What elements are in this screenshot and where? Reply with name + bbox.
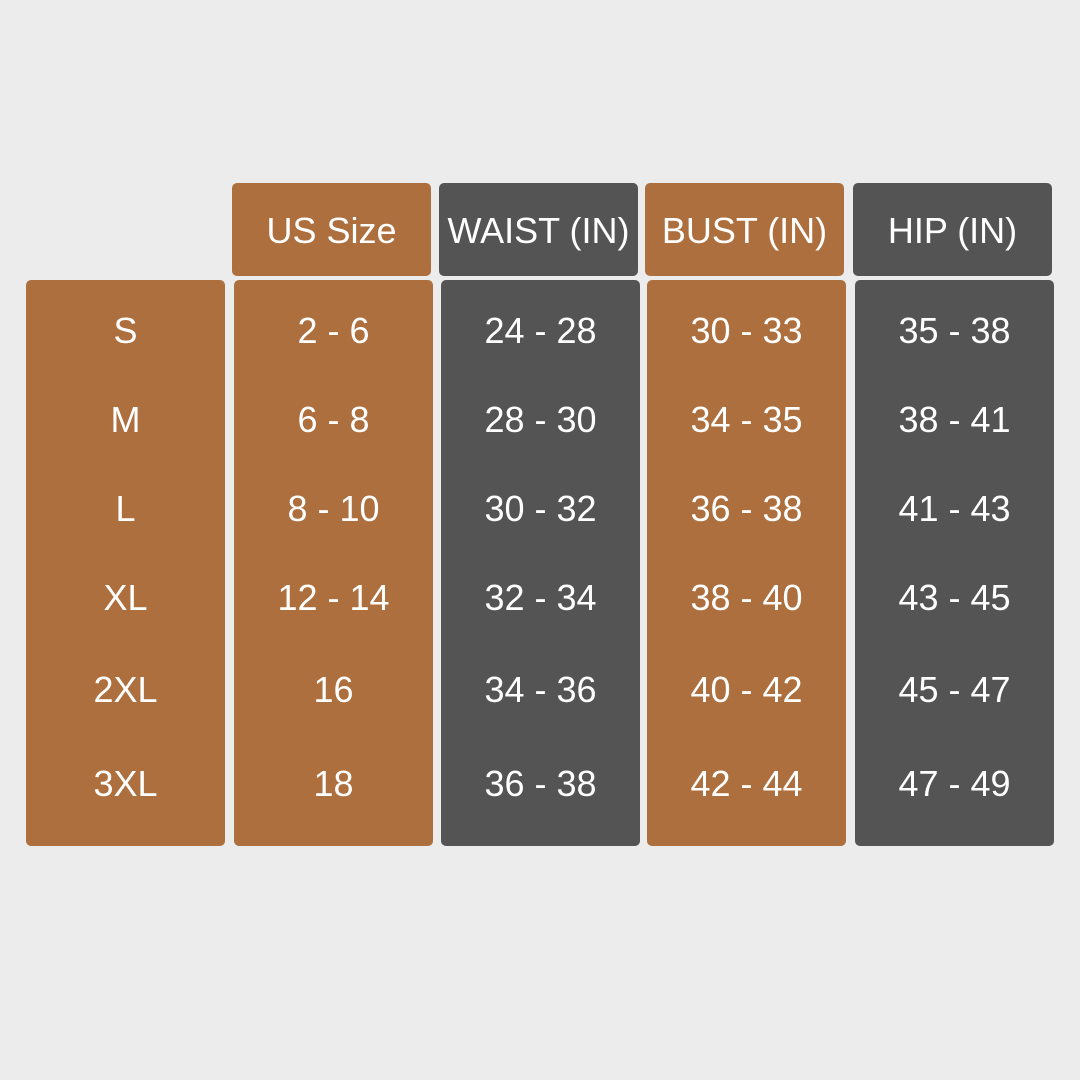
measure-cell: 8 - 10: [287, 488, 380, 529]
column-box: [234, 280, 433, 846]
measure-cell: 36 - 38: [484, 763, 597, 804]
header-cell: US Size: [266, 210, 397, 251]
measure-cell: 30 - 32: [484, 488, 597, 529]
column-box: [26, 280, 225, 846]
measure-cell: 28 - 30: [484, 399, 597, 440]
measure-cell: 43 - 45: [898, 577, 1011, 618]
size-label: 3XL: [93, 763, 158, 804]
size-label: S: [113, 310, 138, 351]
size-label: XL: [103, 577, 148, 618]
size-label: M: [110, 399, 141, 440]
header-cell: BUST (IN): [661, 210, 828, 251]
measure-cell: 24 - 28: [484, 310, 597, 351]
measure-cell: 34 - 36: [484, 669, 597, 710]
measure-cell: 30 - 33: [690, 310, 803, 351]
header-cell: WAIST (IN): [447, 210, 630, 251]
measure-cell: 16: [313, 669, 354, 710]
measure-cell: 32 - 34: [484, 577, 597, 618]
header-box: [645, 183, 844, 276]
size-label: L: [115, 488, 136, 529]
header-box: [853, 183, 1052, 276]
measure-cell: 36 - 38: [690, 488, 803, 529]
size-label: 2XL: [93, 669, 158, 710]
header-box: [232, 183, 431, 276]
measure-cell: 34 - 35: [690, 399, 803, 440]
header-cell: HIP (IN): [887, 210, 1018, 251]
column-box: [647, 280, 846, 846]
header-box: [439, 183, 638, 276]
column-box: [855, 280, 1054, 846]
measure-cell: 38 - 40: [690, 577, 803, 618]
measure-cell: 47 - 49: [898, 763, 1011, 804]
measure-cell: 42 - 44: [690, 763, 803, 804]
column-box: [441, 280, 640, 846]
measure-cell: 18: [313, 763, 354, 804]
measure-cell: 38 - 41: [898, 399, 1011, 440]
measure-cell: 6 - 8: [297, 399, 370, 440]
measure-cell: 12 - 14: [277, 577, 390, 618]
measure-cell: 40 - 42: [690, 669, 803, 710]
measure-cell: 2 - 6: [297, 310, 370, 351]
measure-cell: 41 - 43: [898, 488, 1011, 529]
measure-cell: 45 - 47: [898, 669, 1011, 710]
measure-cell: 35 - 38: [898, 310, 1011, 351]
